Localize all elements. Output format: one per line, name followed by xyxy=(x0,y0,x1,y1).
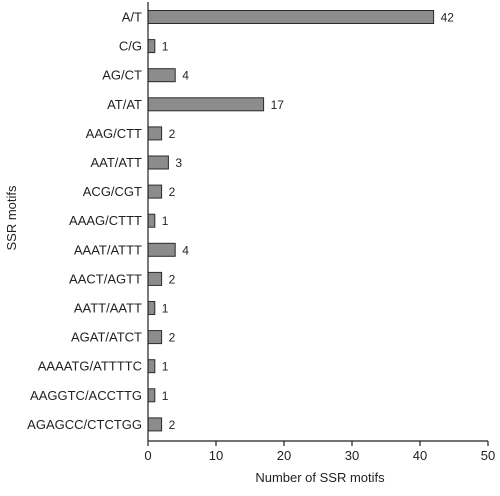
data-label: 2 xyxy=(169,331,176,345)
category-label: AACT/AGTT xyxy=(69,271,142,286)
category-label: AATT/AATT xyxy=(74,301,142,316)
data-label: 1 xyxy=(162,360,169,374)
data-label: 4 xyxy=(182,243,189,257)
data-label: 1 xyxy=(162,302,169,316)
bar xyxy=(147,155,169,170)
category-label: AG/CT xyxy=(102,68,142,83)
bar xyxy=(147,213,156,228)
bar xyxy=(147,242,176,257)
category-label: AAG/CTT xyxy=(86,126,142,141)
data-label: 2 xyxy=(169,418,176,432)
category-label: AAAT/ATTT xyxy=(74,242,142,257)
category-label: AAAG/CTTT xyxy=(69,213,142,228)
category-label: AGAGCC/CTCTGG xyxy=(27,417,142,432)
y-axis-title: SSR motifs xyxy=(4,185,19,251)
bar xyxy=(147,97,265,112)
bar xyxy=(147,359,156,374)
category-label: ACG/CGT xyxy=(83,184,142,199)
data-label: 3 xyxy=(175,156,182,170)
category-label: AAAATG/ATTTTC xyxy=(38,359,142,374)
bar xyxy=(147,388,156,403)
x-tick-label: 40 xyxy=(413,448,427,463)
bar xyxy=(147,68,176,83)
data-label: 4 xyxy=(182,69,189,83)
bar xyxy=(147,417,163,432)
category-label: AGAT/ATCT xyxy=(71,330,142,345)
bar xyxy=(147,10,435,24)
bar xyxy=(147,184,163,199)
bar xyxy=(147,271,163,286)
bar xyxy=(147,330,163,345)
data-label: 2 xyxy=(169,185,176,199)
data-label: 1 xyxy=(162,214,169,228)
category-label: AT/AT xyxy=(107,97,142,112)
x-axis-title: Number of SSR motifs xyxy=(255,470,385,485)
data-label: 2 xyxy=(169,272,176,286)
x-ticks-group: 0 10 20 30 40 50 xyxy=(144,441,495,463)
category-label: AAGGTC/ACCTTG xyxy=(30,388,142,403)
bar xyxy=(147,301,156,315)
bar xyxy=(147,39,156,54)
x-tick-label: 10 xyxy=(209,448,223,463)
data-label: 1 xyxy=(162,389,169,403)
x-tick-label: 0 xyxy=(144,448,151,463)
category-label: C/G xyxy=(119,39,142,54)
bar xyxy=(147,126,163,141)
x-tick-label: 20 xyxy=(277,448,291,463)
data-label: 2 xyxy=(169,127,176,141)
category-label: A/T xyxy=(122,10,142,25)
x-tick-label: 50 xyxy=(481,448,495,463)
data-label: 1 xyxy=(162,40,169,54)
data-label: 17 xyxy=(271,98,285,112)
category-label: AAT/ATT xyxy=(90,155,142,170)
data-label: 42 xyxy=(441,11,455,25)
x-tick-label: 30 xyxy=(345,448,359,463)
axes-group xyxy=(147,2,488,442)
